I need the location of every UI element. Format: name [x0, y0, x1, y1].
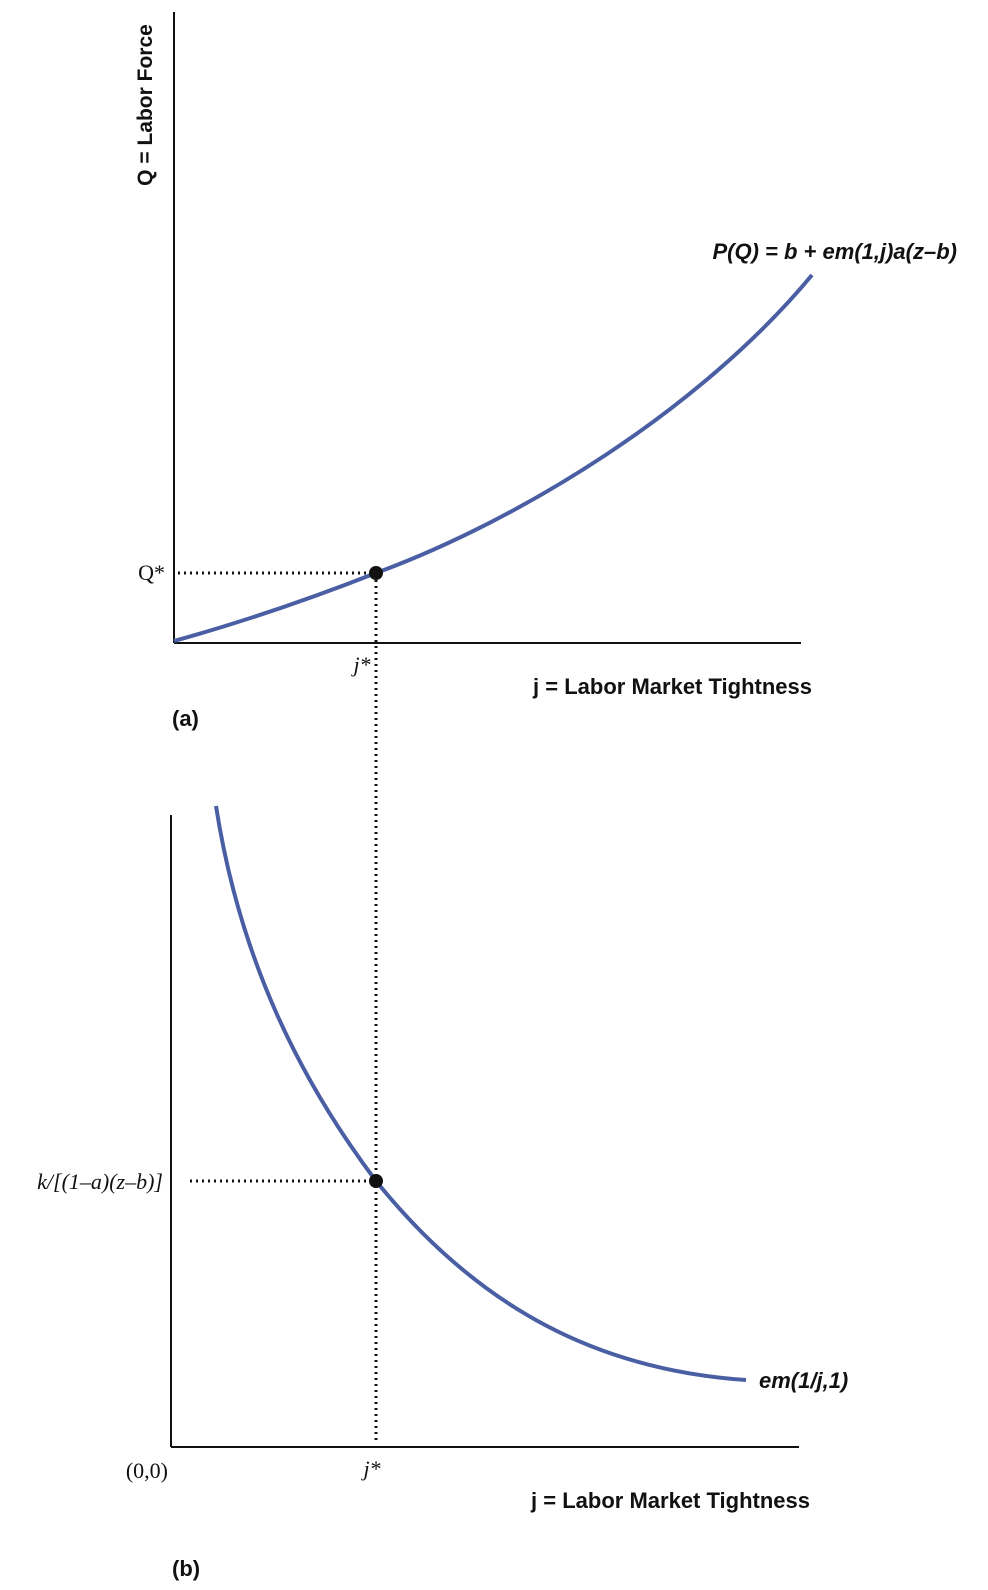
panel-a-label: (a)	[172, 706, 199, 731]
panel-b: em(1/j,1) k/[(1–a)(z–b)] (0,0) j* j = La…	[37, 805, 848, 1581]
panel-a-curve-label: P(Q) = b + em(1,j)a(z–b)	[713, 239, 958, 264]
panel-a-j-star-label: j*	[350, 652, 370, 677]
panel-b-j-star-label: j*	[360, 1456, 380, 1481]
panel-b-k-label: k/[(1–a)(z–b)]	[37, 1169, 163, 1194]
panel-b-origin-label: (0,0)	[126, 1458, 168, 1483]
panel-b-equilibrium-point	[369, 1174, 383, 1188]
panel-b-x-axis-label: j = Labor Market Tightness	[530, 1488, 810, 1513]
panel-b-curve-label: em(1/j,1)	[759, 1368, 848, 1393]
panel-a-x-axis-label: j = Labor Market Tightness	[532, 674, 812, 699]
panel-b-curve	[214, 805, 747, 1382]
panel-a: Q = Labor Force P(Q) = b + em(1,j)a(z–b)…	[134, 12, 957, 731]
panel-a-curve	[173, 273, 814, 643]
panel-b-label: (b)	[172, 1556, 200, 1581]
panel-a-equilibrium-point	[369, 566, 383, 580]
panel-a-y-axis-label: Q = Labor Force	[134, 24, 157, 186]
panel-a-q-star-label: Q*	[138, 560, 165, 585]
